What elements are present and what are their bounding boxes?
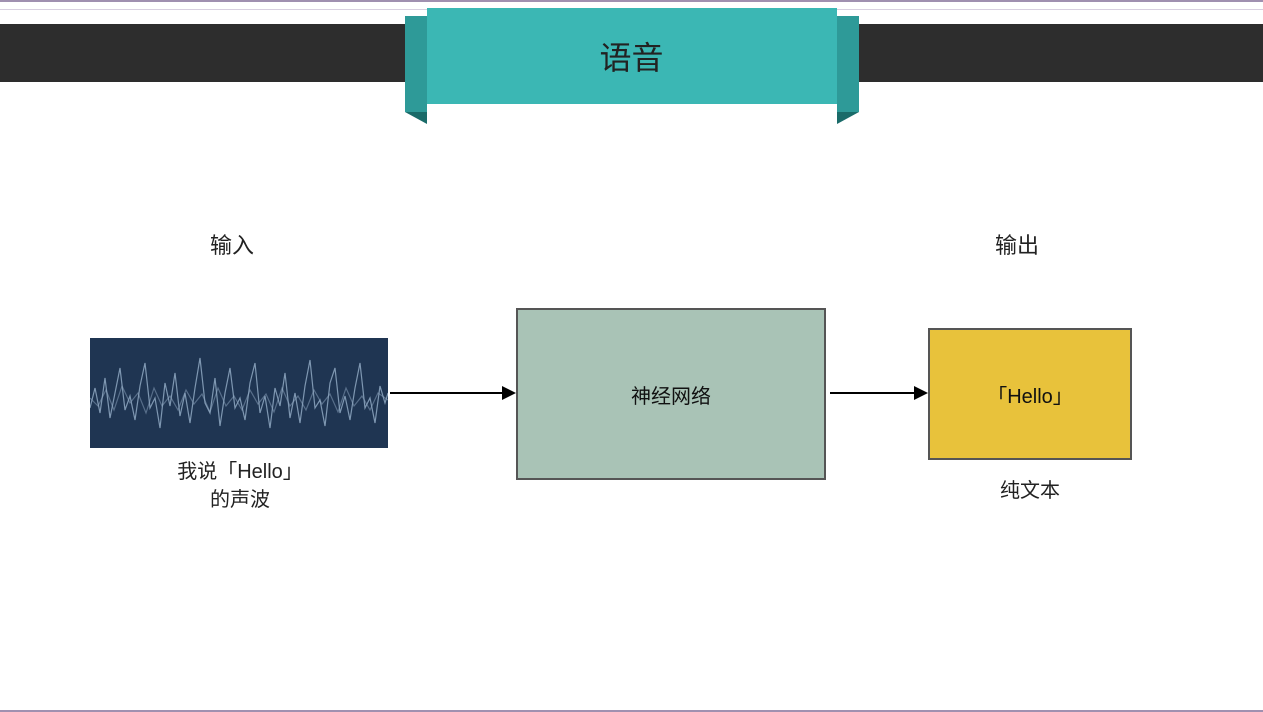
ribbon-fold-right [837,16,859,112]
waveform-icon [90,338,388,448]
input-section-label: 输入 [210,228,254,260]
ribbon-fold-left [405,16,427,112]
title-banner: 语音 [427,8,837,104]
arrow-input-to-nn [390,392,514,394]
page-title: 语音 [599,33,663,79]
neural-network-box: 神经网络 [516,308,826,480]
output-box: 「Hello」 [928,328,1132,460]
neural-network-label: 神经网络 [631,380,711,409]
input-caption: 我说「Hello」 的声波 [140,458,340,514]
output-caption: 纯文本 [930,474,1130,503]
arrow-nn-to-output [830,392,926,394]
output-section-label: 输出 [995,228,1039,260]
output-label: 「Hello」 [987,380,1073,409]
input-caption-line2: 的声波 [140,486,340,514]
bottom-border [0,708,1263,712]
input-waveform-box [90,338,388,448]
waveform-path [90,358,388,428]
input-caption-line1: 我说「Hello」 [140,458,340,486]
